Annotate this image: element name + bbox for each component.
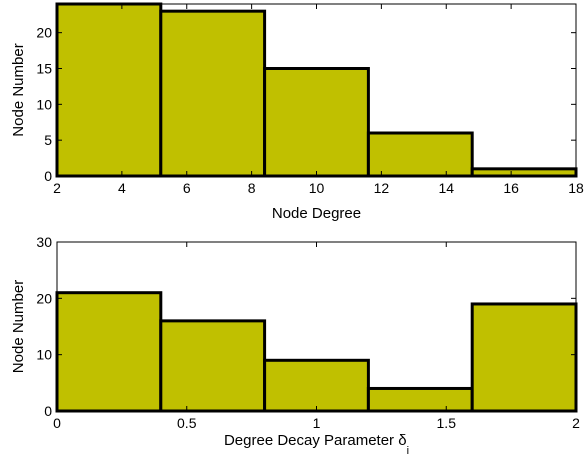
x-tick-label: 0: [53, 415, 61, 431]
x-tick-label: 1.5: [437, 415, 457, 431]
x-tick-label: 2: [572, 415, 580, 431]
decay-x-label-subscript: i: [407, 445, 409, 457]
degree-histogram-x-label: Node Degree: [272, 205, 361, 222]
decay-histogram-bars: [55, 291, 578, 413]
histogram-bar: [159, 319, 267, 413]
histogram-bar: [470, 167, 578, 178]
degree-histogram: 2 4 6 8 10 12 14 16 18 0 5 10 15 20 Node Degree Node …: [10, 2, 584, 222]
y-tick-label: 0: [44, 403, 52, 419]
x-tick-label: 12: [374, 180, 390, 196]
x-tick-label: 2: [53, 180, 61, 196]
histogram-bar: [470, 302, 578, 413]
histogram-bar: [366, 386, 474, 413]
histogram-bar: [55, 291, 163, 413]
degree-histogram-ticks: 2 4 6 8 10 12 14 16 18 0 5 10 15 20: [36, 4, 584, 196]
y-tick-label: 0: [44, 168, 52, 184]
y-tick-label: 30: [36, 234, 52, 250]
decay-histogram-x-label: Degree Decay Parameter δi: [224, 432, 409, 457]
x-tick-label: 6: [183, 180, 191, 196]
histogram-bar: [159, 9, 267, 178]
y-tick-label: 10: [36, 96, 52, 112]
x-tick-label: 0.5: [177, 415, 197, 431]
decay-histogram-y-label: Node Number: [10, 280, 27, 373]
decay-x-label-main: Degree Decay Parameter δ: [224, 432, 407, 449]
histogram-bar: [263, 358, 370, 413]
x-tick-label: 1: [313, 415, 321, 431]
x-tick-label: 10: [309, 180, 325, 196]
y-tick-label: 20: [36, 25, 52, 41]
x-tick-label: 4: [118, 180, 126, 196]
degree-histogram-bars: [55, 2, 578, 178]
histogram-bar: [55, 2, 163, 178]
x-tick-label: 8: [248, 180, 256, 196]
histogram-bar: [366, 131, 474, 178]
y-tick-label: 20: [36, 290, 52, 306]
x-tick-label: 18: [568, 180, 584, 196]
x-tick-label: 16: [503, 180, 519, 196]
x-tick-label: 14: [438, 180, 454, 196]
y-tick-label: 15: [36, 61, 52, 77]
degree-histogram-y-label: Node Number: [10, 43, 27, 136]
y-tick-label: 5: [44, 132, 52, 148]
y-tick-label: 10: [36, 347, 52, 363]
histogram-bar: [263, 67, 370, 178]
